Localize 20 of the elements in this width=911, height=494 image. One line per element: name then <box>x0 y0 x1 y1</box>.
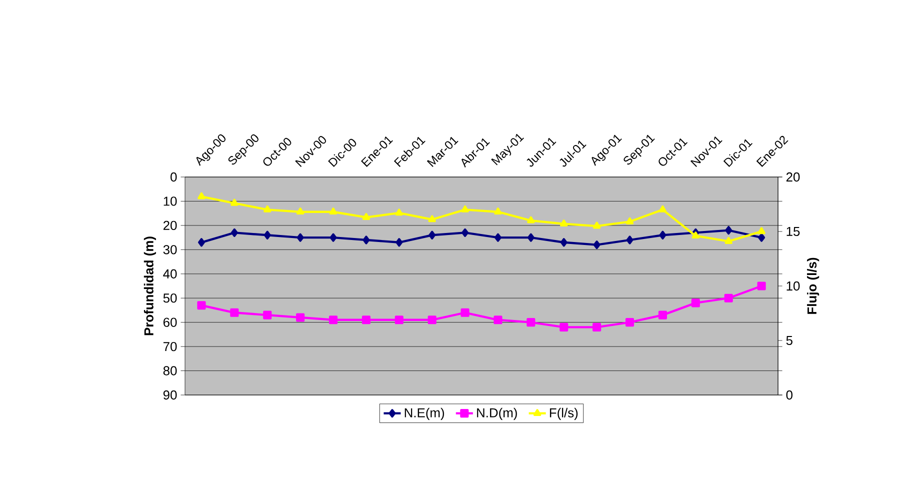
legend-label: N.D(m) <box>477 408 517 420</box>
y-tick-label: 20 <box>163 220 177 230</box>
y-tick-label: 10 <box>164 196 177 206</box>
y2-tick-label: 20 <box>786 172 800 182</box>
y2-tick-label: 15 <box>786 226 800 236</box>
y-tick-label: 70 <box>164 342 177 352</box>
y-tick-label: 60 <box>163 318 177 327</box>
y2-tick-label: 5 <box>786 336 792 345</box>
y-tick-label: 90 <box>163 390 177 400</box>
y2-tick-label: 10 <box>786 281 800 291</box>
y2-tick-label: 0 <box>786 390 792 400</box>
y-tick-label: 30 <box>163 245 177 254</box>
legend-label: F(l/s) <box>550 408 578 420</box>
y-tick-label: 0 <box>170 172 177 182</box>
y-tick-label: 40 <box>163 269 177 278</box>
y-tick-label: 80 <box>163 366 177 376</box>
y2-axis-title: Flujo (l/s) <box>807 258 820 314</box>
y-tick-label: 50 <box>163 294 177 303</box>
legend-label: N.E(m) <box>404 408 444 420</box>
y-axis-title: Profundidad (m) <box>144 236 156 336</box>
